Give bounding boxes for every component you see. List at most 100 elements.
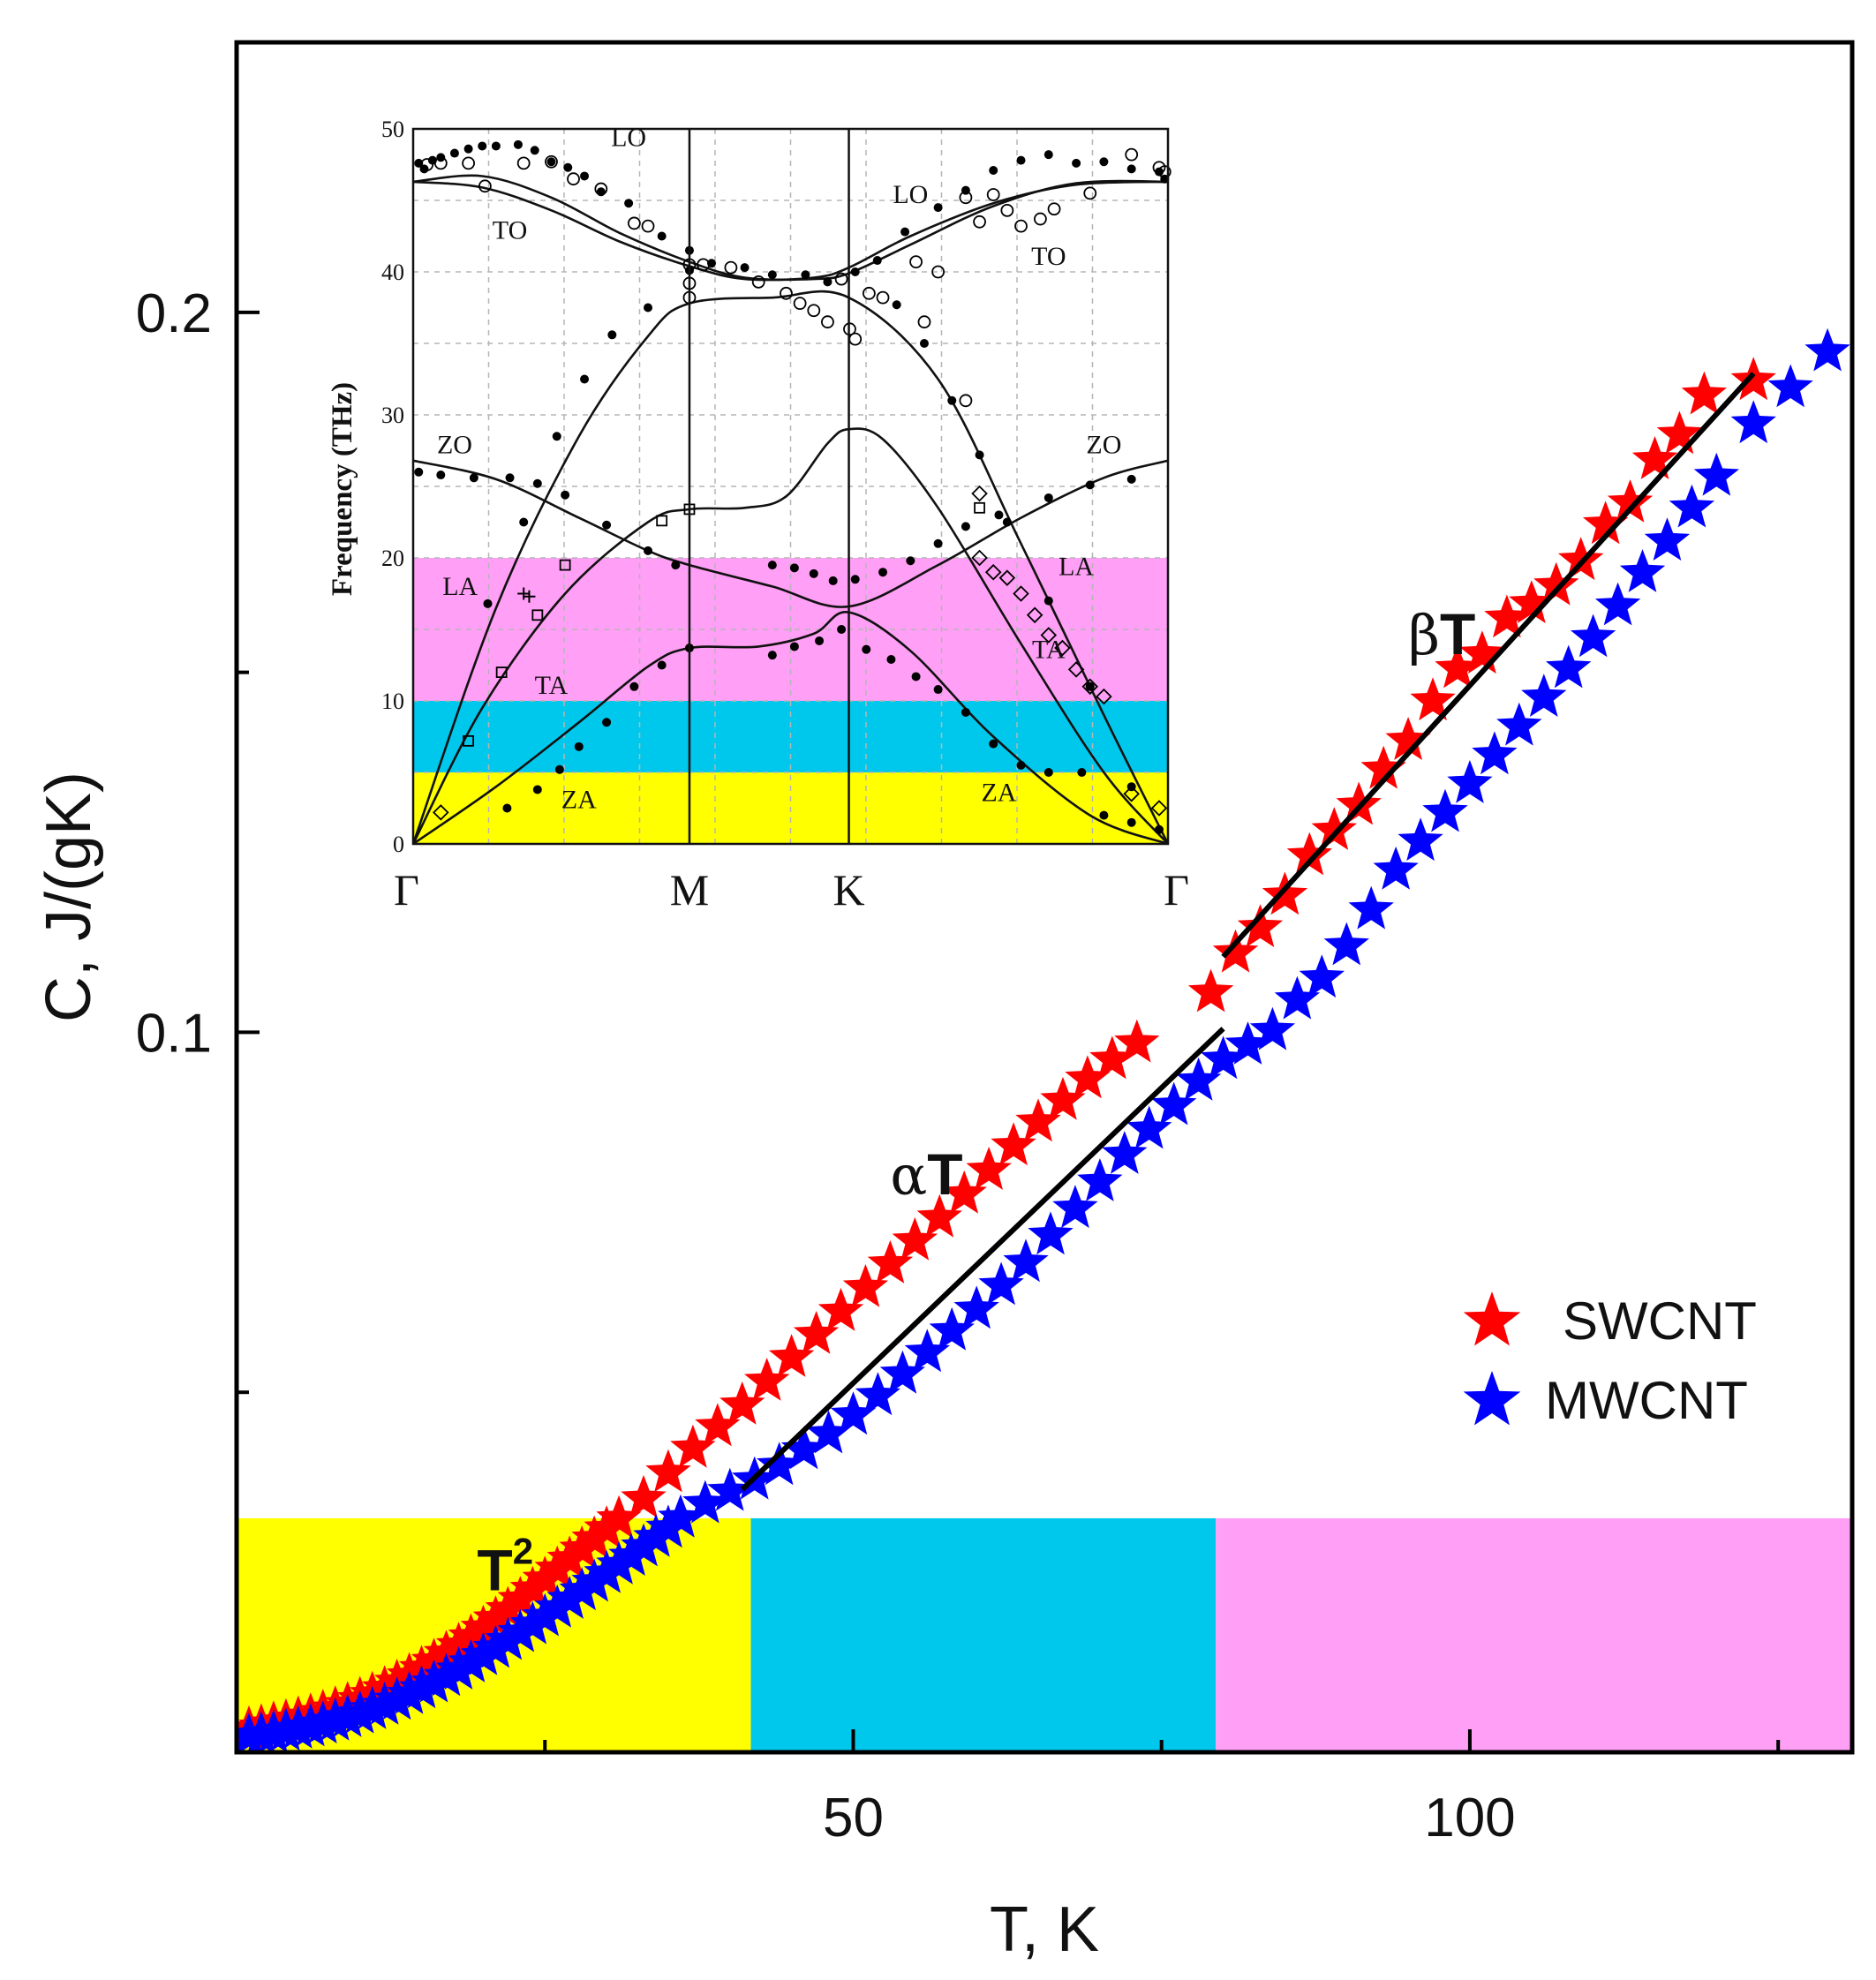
inset-open-point [807,304,821,318]
inset-filled-point [1077,768,1087,777]
inset-filled-point [580,171,590,181]
swcnt-point [559,1525,605,1569]
mwcnt-point [325,1693,371,1737]
legend-star-shape [1463,1371,1521,1426]
inset-filled-point [815,636,825,645]
legend-label-mwcnt: MWCNT [1545,1371,1748,1430]
inset-filled-point [502,803,512,813]
inset-y-tick-label: 50 [381,117,404,142]
mwcnt-point [1804,327,1850,372]
mwcnt-point [584,1549,629,1593]
inset-filled-point [900,227,910,237]
inset-open-point [751,275,765,289]
swcnt-point [571,1515,617,1559]
mwcnt-point [1669,484,1715,528]
inset-branch-label-la: LA [442,572,478,601]
mwcnt-point [559,1567,605,1611]
inset-y-tick-label: 40 [381,260,404,285]
inset-filled-point [530,146,539,155]
mwcnt-point [1077,1158,1123,1201]
mwcnt-point [1730,400,1776,444]
mwcnt-point [682,1479,728,1524]
inset-open-point [986,188,1000,201]
mwcnt-point [350,1685,396,1729]
swcnt-point [497,1576,543,1619]
inset-filled-point [850,267,860,276]
inset-open-point [697,258,711,272]
inset-diamond-point [1026,606,1043,624]
mwcnt-point [621,1523,667,1567]
inset-branch-label-lo: LO [893,180,928,209]
mwcnt-point [571,1558,617,1602]
inset-branch-label-la: LA [1059,552,1094,581]
swcnt-point [1015,1098,1061,1142]
swcnt-point [1410,677,1456,721]
inset-filled-point [554,764,564,774]
inset-diamond-point [1123,786,1140,802]
mwcnt-point [1224,1021,1271,1065]
swcnt-point [817,1287,864,1331]
inset-diamond-point [971,549,988,567]
mwcnt-point [608,1532,654,1576]
inset-filled-point [906,556,915,566]
inset-filled-point [1016,155,1026,165]
inset-open-point [959,191,973,205]
swcnt-point [1484,594,1530,638]
inset-filled-point [602,718,612,727]
mwcnt-point [633,1514,679,1557]
inset-open-point [793,297,807,311]
inset-filled-point [767,270,777,280]
inset-filled-point [947,395,957,405]
inset-filled-point [892,300,901,310]
inset-open-point [462,156,475,170]
legend-label-swcnt: SWCNT [1563,1291,1757,1351]
inset-filled-point [1126,474,1136,484]
inset-filled-point [602,520,612,530]
inset-branch-label-zo: ZO [1086,431,1121,460]
inset-filled-point [1085,480,1095,490]
inset-open-point [973,215,986,229]
phonon-dispersion-inset: LO TO LO TO ZO ZO LA LA TA TA ZA ZA Γ M K Γ 0 10 20 30 40 50… [327,117,1189,915]
mwcnt-point [1521,674,1567,717]
swcnt-point [916,1193,962,1238]
swcnt-point [1656,410,1703,455]
inset-filled-point [989,739,998,749]
inset-filled-point [1043,596,1053,606]
inset-plus-point [523,590,536,603]
mwcnt-point [1472,731,1518,775]
inset-branch-label-za: ZA [561,786,597,815]
mwcnt-point [1151,1081,1197,1126]
fit-line-beta [1221,372,1756,959]
temperature-regions [237,1517,1852,1752]
region-cyan [750,1517,1217,1752]
inset-dispersion-curves [413,174,1168,844]
inset-y-tick-label: 10 [381,689,404,714]
mwcnt-point [1496,702,1542,746]
inset-filled-point [809,568,818,578]
inset-square-point [974,501,985,514]
inset-filled-point [644,303,653,312]
swcnt-point [584,1505,629,1548]
swcnt-point [793,1311,840,1354]
y-tick-label: 0.2 [136,283,212,344]
swcnt-point [1065,1055,1111,1099]
annotation-greek: β [1408,603,1440,667]
inset-filled-point [994,510,1004,520]
inset-filled-point [1043,150,1053,160]
inset-filled-point [580,374,590,384]
swcnt-point [1311,807,1357,850]
swcnt-point [621,1474,667,1518]
inset-y-tick-label: 0 [393,832,404,857]
inset-filled-point [546,157,556,167]
inset-filled-point [1016,760,1026,770]
inset-filled-point [463,144,473,154]
mwcnt-point [337,1690,383,1734]
mwcnt-point [485,1616,531,1660]
swcnt-point [509,1565,555,1609]
mwcnt-point [373,1676,420,1720]
legend-star-shape [1463,1291,1521,1346]
mwcnt-point [1200,1035,1247,1080]
inset-filled-point [1154,824,1164,834]
inset-axes: Γ M K Γ 0 10 20 30 40 50 [381,117,1189,915]
